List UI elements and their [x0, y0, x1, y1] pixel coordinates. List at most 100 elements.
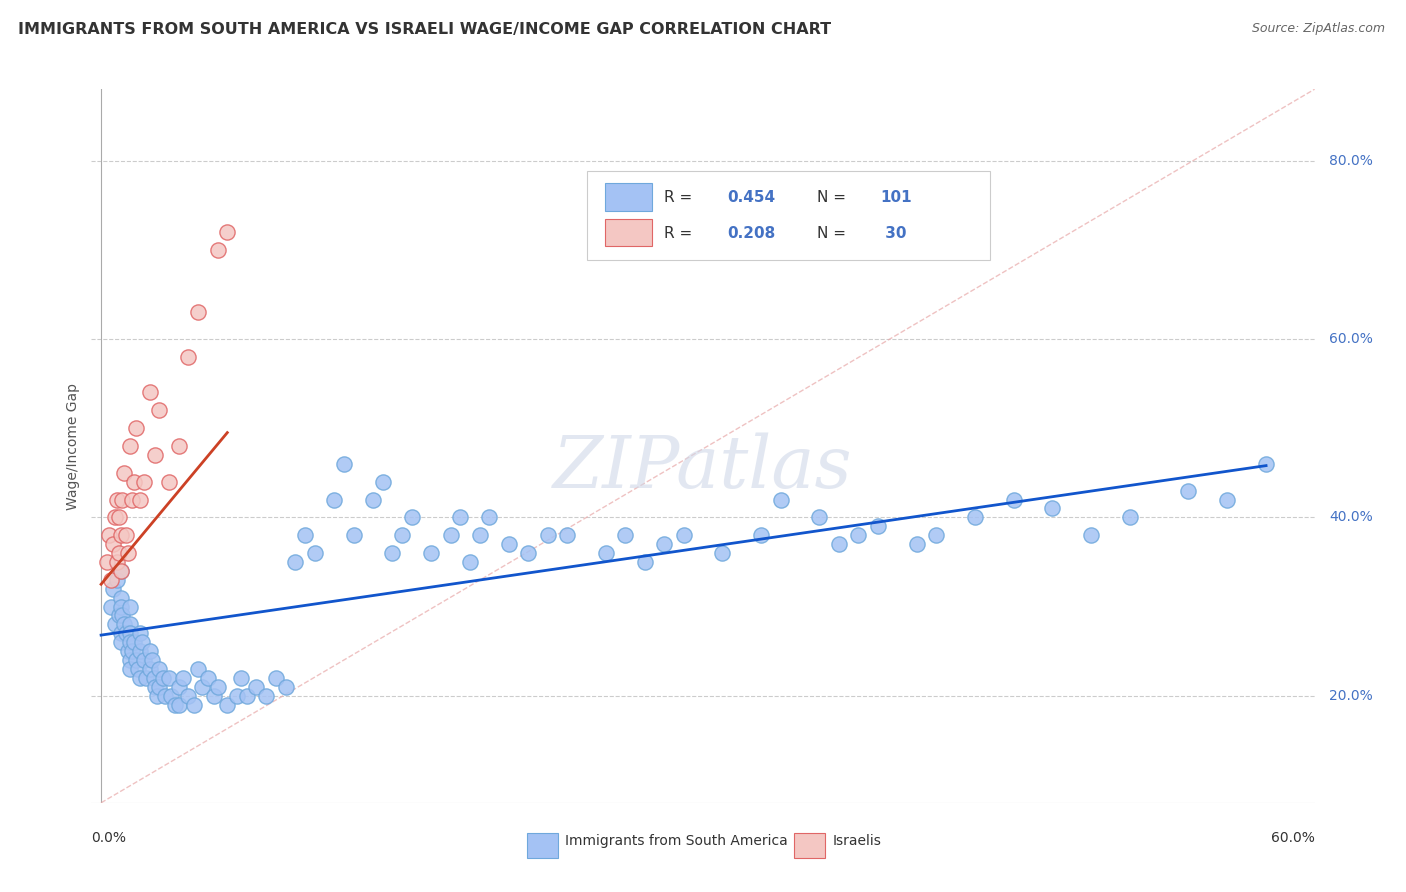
Point	[449, 510, 471, 524]
Point	[111, 492, 134, 507]
Point	[117, 644, 139, 658]
Point	[110, 599, 132, 614]
Point	[125, 653, 148, 667]
Point	[391, 528, 413, 542]
Point	[1119, 510, 1142, 524]
Point	[125, 421, 148, 435]
Point	[202, 689, 225, 703]
Point	[120, 599, 142, 614]
Point	[167, 698, 190, 712]
Point	[148, 680, 170, 694]
Point	[187, 305, 209, 319]
Point	[127, 662, 149, 676]
Point	[107, 546, 129, 560]
Point	[207, 243, 229, 257]
Point	[1042, 501, 1064, 516]
Point	[866, 519, 889, 533]
Point	[226, 689, 249, 703]
Point	[207, 680, 229, 694]
Point	[120, 662, 142, 676]
Point	[110, 528, 132, 542]
Point	[120, 653, 142, 667]
Point	[97, 528, 120, 542]
Point	[112, 617, 135, 632]
Text: 0.454: 0.454	[727, 190, 776, 205]
Point	[183, 698, 205, 712]
Point	[148, 662, 170, 676]
Point	[458, 555, 481, 569]
Point	[100, 573, 122, 587]
Point	[1080, 528, 1102, 542]
Point	[846, 528, 869, 542]
Point	[177, 689, 200, 703]
Point	[115, 528, 138, 542]
Point	[104, 510, 127, 524]
Point	[808, 510, 831, 524]
Point	[117, 546, 139, 560]
Point	[925, 528, 948, 542]
Point	[401, 510, 423, 524]
Point	[112, 466, 135, 480]
Point	[111, 608, 134, 623]
Point	[371, 475, 394, 489]
Point	[101, 582, 124, 596]
Point	[711, 546, 734, 560]
FancyBboxPatch shape	[586, 171, 990, 260]
Point	[153, 689, 176, 703]
Point	[235, 689, 257, 703]
Point	[141, 653, 163, 667]
Point	[110, 591, 132, 605]
Point	[120, 635, 142, 649]
Point	[135, 671, 157, 685]
Point	[517, 546, 540, 560]
Point	[217, 225, 239, 239]
Point	[129, 626, 152, 640]
Point	[121, 492, 143, 507]
Point	[245, 680, 267, 694]
Point	[120, 626, 142, 640]
Point	[167, 680, 190, 694]
Text: 0.208: 0.208	[727, 226, 776, 241]
Point	[197, 671, 219, 685]
Point	[217, 698, 239, 712]
Point	[254, 689, 277, 703]
Point	[157, 671, 180, 685]
Point	[132, 653, 155, 667]
Point	[138, 644, 160, 658]
Point	[122, 635, 145, 649]
Point	[157, 475, 180, 489]
Point	[152, 671, 174, 685]
Point	[1216, 492, 1239, 507]
Text: 20.0%: 20.0%	[1329, 689, 1374, 703]
Point	[163, 698, 186, 712]
Point	[105, 492, 128, 507]
Point	[420, 546, 443, 560]
Point	[132, 475, 155, 489]
Point	[304, 546, 326, 560]
Point	[595, 546, 617, 560]
Text: 80.0%: 80.0%	[1329, 153, 1374, 168]
Point	[146, 689, 169, 703]
Point	[294, 528, 316, 542]
Text: 0.0%: 0.0%	[91, 831, 127, 846]
FancyBboxPatch shape	[605, 219, 651, 246]
Point	[498, 537, 520, 551]
Point	[439, 528, 461, 542]
Point	[963, 510, 986, 524]
Point	[177, 350, 200, 364]
Text: 101: 101	[880, 190, 912, 205]
Point	[107, 608, 129, 623]
Point	[749, 528, 772, 542]
Point	[110, 626, 132, 640]
Point	[100, 599, 122, 614]
Point	[110, 564, 132, 578]
Point	[101, 537, 124, 551]
Text: N =: N =	[817, 226, 851, 241]
Point	[110, 635, 132, 649]
Point	[145, 680, 167, 694]
Point	[138, 662, 160, 676]
Point	[284, 555, 307, 569]
Point	[274, 680, 297, 694]
Text: R =: R =	[664, 190, 697, 205]
Text: 30: 30	[880, 226, 907, 241]
